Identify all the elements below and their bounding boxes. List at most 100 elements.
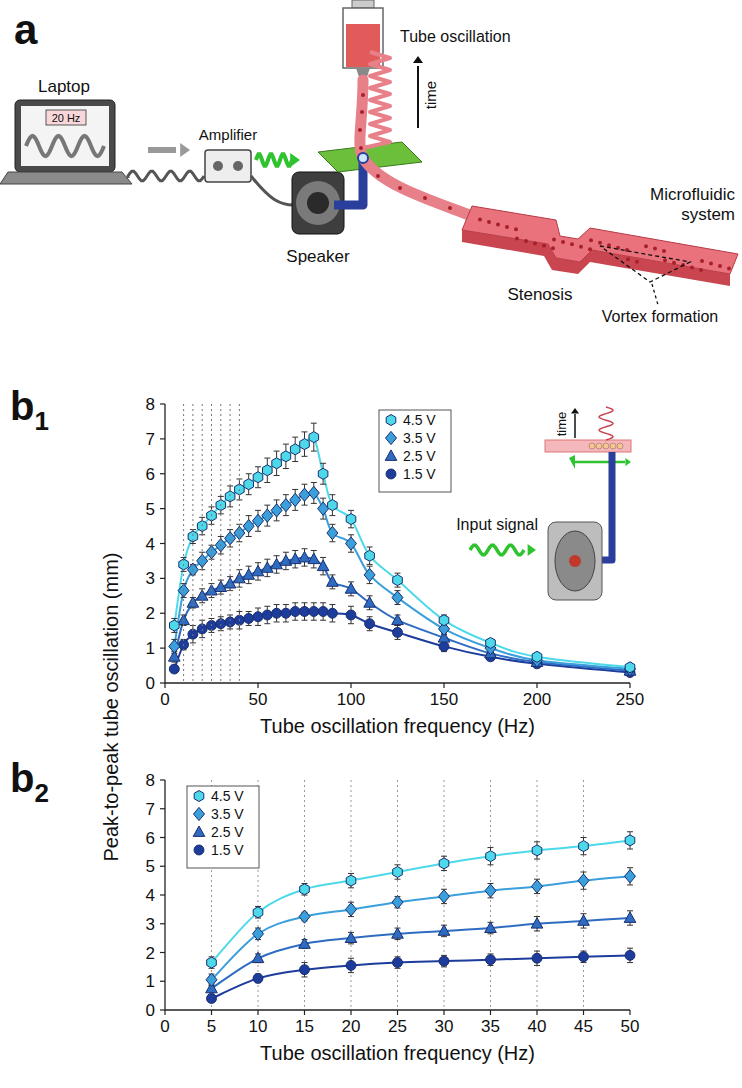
x-tick	[211, 1010, 212, 1015]
legend: 4.5 V3.5 V2.5 V1.5 V	[187, 786, 259, 868]
cell	[690, 266, 694, 270]
arrow-head	[571, 408, 579, 414]
cell	[662, 249, 666, 253]
y-tick	[160, 648, 165, 649]
arm	[334, 158, 363, 205]
laptop-screen	[15, 100, 115, 172]
data-point	[299, 910, 310, 923]
legend-label: 4.5 V	[403, 412, 436, 428]
data-point	[532, 845, 542, 856]
label-line: Microfluidic	[650, 185, 736, 204]
y-tick-label: 2	[146, 604, 155, 623]
y-tick	[160, 952, 165, 953]
data-point	[327, 608, 337, 618]
legend-marker	[386, 415, 396, 426]
x-tick-label: 45	[574, 1017, 593, 1036]
data-point	[272, 458, 282, 469]
y-tick	[160, 508, 165, 509]
arrow-head	[413, 56, 423, 63]
data-point	[327, 526, 338, 539]
y-tick-label: 1	[146, 639, 155, 658]
inset-speaker	[548, 522, 602, 600]
x-tick-label: 200	[523, 690, 551, 709]
x-axis	[165, 682, 630, 683]
knob	[213, 161, 223, 171]
speaker-cone	[296, 181, 340, 225]
y-tick-label: 3	[146, 569, 155, 588]
data-point	[299, 488, 310, 501]
data-point	[393, 958, 403, 968]
laptop-base	[0, 172, 132, 184]
oscillation-trace	[363, 52, 390, 148]
panel-letter: b	[10, 756, 34, 800]
cell	[551, 246, 555, 250]
y-tick	[160, 543, 165, 544]
panel-a: aLaptop20 HzAmplifierSpeakerTube oscilla…	[0, 0, 738, 325]
series-line	[174, 436, 630, 668]
y-tick	[160, 981, 165, 982]
x-tick-label: 35	[481, 1017, 500, 1036]
speaker-center	[307, 192, 329, 214]
link-line	[183, 404, 184, 683]
cell	[672, 261, 676, 265]
data-point	[393, 627, 403, 637]
data-point	[328, 500, 338, 511]
x-tick-label: 250	[616, 690, 644, 709]
data-point	[309, 607, 319, 617]
data-point	[625, 662, 636, 675]
data-point	[318, 468, 328, 479]
cell	[718, 264, 722, 268]
signal-box	[46, 110, 86, 125]
data-point	[346, 903, 357, 916]
data-point	[170, 620, 180, 631]
data-point	[365, 619, 375, 629]
inset-tube	[545, 440, 631, 452]
x-tick	[443, 683, 444, 688]
data-point	[392, 928, 404, 938]
data-point	[393, 867, 403, 878]
data-point	[438, 925, 450, 935]
cell	[653, 247, 657, 251]
data-point	[290, 607, 300, 617]
data-point	[281, 451, 291, 462]
x-axis-title: Tube oscillation frequency (Hz)	[260, 715, 535, 737]
signal-arrow	[256, 154, 292, 165]
inset-cone	[555, 531, 595, 591]
data-point	[244, 614, 254, 624]
cell	[533, 241, 537, 245]
y-tick-label: 6	[146, 465, 155, 484]
y-tick-label: 2	[146, 944, 155, 963]
series-line	[212, 955, 631, 998]
link-line	[239, 404, 240, 683]
y-tick-label: 4	[146, 535, 155, 554]
label: Tube oscillation	[400, 28, 511, 45]
cell	[398, 186, 402, 190]
data-point	[393, 575, 403, 586]
knob	[233, 161, 243, 171]
data-point	[253, 612, 263, 622]
series-line	[212, 840, 631, 962]
cell	[589, 443, 595, 449]
x-tick	[536, 1010, 537, 1015]
legend-marker	[193, 826, 205, 836]
data-point	[578, 915, 590, 926]
arrow	[148, 147, 176, 153]
y-tick	[160, 808, 165, 809]
data-point	[253, 927, 264, 940]
data-point	[392, 614, 404, 624]
y-tick-label: 6	[146, 829, 155, 848]
laptop-display	[21, 106, 109, 166]
data-point	[299, 938, 311, 949]
vortex-region	[600, 246, 690, 282]
cell	[478, 218, 482, 222]
y-tick	[160, 473, 165, 474]
y-tick	[160, 923, 165, 924]
cell	[514, 227, 518, 231]
cell	[358, 128, 362, 132]
label: Amplifier	[199, 126, 257, 143]
y-tick-label: 8	[146, 395, 155, 414]
label: Microfluidicsystem	[650, 185, 736, 224]
legend: 4.5 V3.5 V2.5 V1.5 V	[379, 410, 451, 492]
signal-wave	[26, 136, 104, 156]
grid-line	[537, 780, 538, 1010]
